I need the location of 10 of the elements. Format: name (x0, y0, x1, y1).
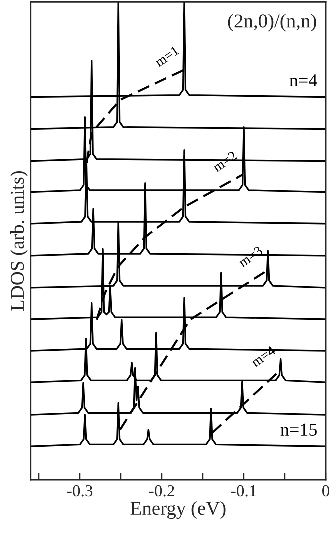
text: m=1 (154, 46, 180, 68)
x-tick-label: -0.1 (231, 485, 256, 497)
y-axis-title: LDOS (arb. units) (10, 171, 28, 312)
x-tick-label: -0.3 (67, 485, 93, 497)
series-label: n=4 (290, 74, 318, 86)
x-tick-label: -0.2 (149, 485, 174, 497)
text: (2n,0)/(n,n) (228, 14, 316, 32)
x-tick-label: 0 (322, 485, 330, 497)
series-label: n=15 (280, 424, 317, 436)
x-axis-title: Energy (eV) (130, 501, 226, 520)
